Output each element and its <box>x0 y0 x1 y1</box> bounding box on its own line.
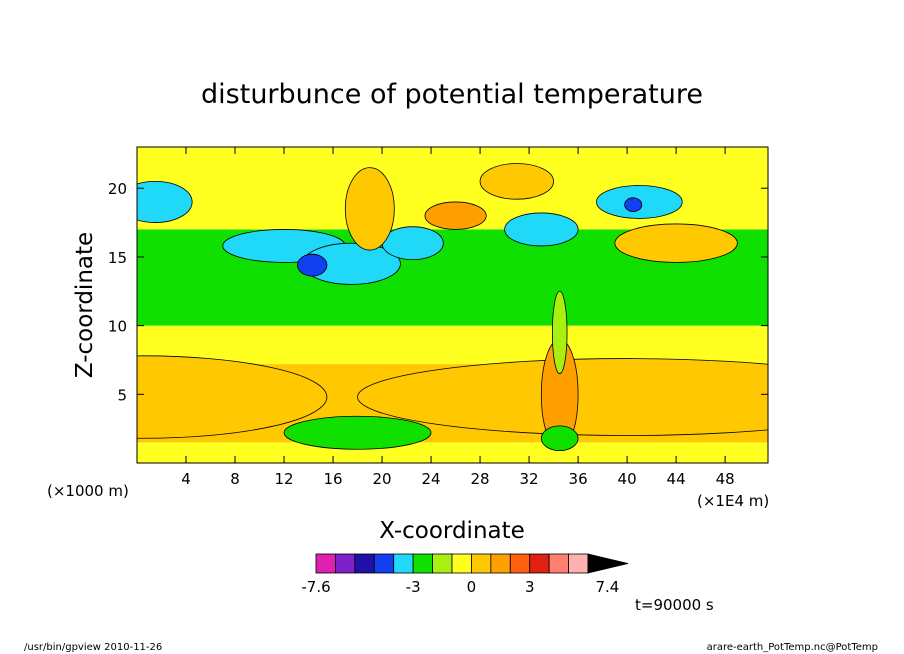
colorbar-label-3: 3 <box>525 578 535 596</box>
colorbar-segment-10 <box>509 553 531 574</box>
y-axis-label: Z-coordinate <box>72 232 98 378</box>
x-axis-label: X-coordinate <box>379 518 525 544</box>
colorbar-segment-12 <box>548 553 569 574</box>
colorbar-segment-7 <box>451 553 472 574</box>
y-tick-label-2: 15 <box>108 249 127 267</box>
colorbar-segment-1 <box>335 553 356 574</box>
colorbar-label-0: -7.6 <box>301 578 330 596</box>
colorbar-label-1: -3 <box>406 578 421 596</box>
field-feature-8 <box>424 201 487 230</box>
plot-frame <box>136 146 769 464</box>
field-feature-3 <box>283 415 432 450</box>
colorbar: -7.6 -3 0 3 7.4 <box>301 553 629 596</box>
x-tick-label-8: 36 <box>569 470 588 488</box>
y-tick-label-3: 20 <box>108 180 127 198</box>
colorbar-arrow <box>587 553 629 574</box>
field-feature-6 <box>297 253 328 277</box>
y-tick-label-1: 10 <box>108 318 127 336</box>
temperature-field <box>137 147 768 463</box>
colorbar-label-2: 0 <box>467 578 477 596</box>
field-feature-1 <box>357 358 768 436</box>
y-tick-label-0: 5 <box>117 386 127 404</box>
colorbar-segment-0 <box>315 553 336 574</box>
x-tick-label-3: 16 <box>323 470 342 488</box>
x-tick-label-5: 24 <box>422 470 441 488</box>
x-tick-label-7: 32 <box>520 470 539 488</box>
x-tick-label-1: 8 <box>230 470 240 488</box>
field-feature-13 <box>479 163 554 200</box>
x-unit-left: (×1000 m) <box>47 482 129 500</box>
field-feature-17 <box>540 425 579 452</box>
x-tick-label-6: 28 <box>471 470 490 488</box>
field-feature-12 <box>614 223 738 263</box>
x-unit-right: (×1E4 m) <box>697 492 769 510</box>
colorbar-segment-3 <box>373 553 395 574</box>
field-feature-9 <box>504 212 579 247</box>
colorbar-segment-8 <box>471 553 492 574</box>
y-axis: 5 10 15 20 <box>108 180 768 404</box>
x-axis: 4 8 12 16 20 24 28 32 36 40 44 48 <box>181 147 735 488</box>
x-tick-label-2: 12 <box>274 470 293 488</box>
x-tick-label-9: 40 <box>618 470 637 488</box>
field-feature-11 <box>624 197 643 212</box>
x-tick-label-11: 48 <box>716 470 735 488</box>
colorbar-segment-11 <box>529 553 550 574</box>
x-tick-label-10: 44 <box>667 470 686 488</box>
field-feature-16 <box>551 290 568 375</box>
colorbar-segment-13 <box>568 553 589 574</box>
x-tick-label-0: 4 <box>181 470 191 488</box>
colorbar-segment-9 <box>490 553 511 574</box>
field-band-0 <box>137 442 768 463</box>
field-feature-14 <box>137 180 193 223</box>
x-tick-label-4: 20 <box>373 470 392 488</box>
colorbar-segment-5 <box>412 553 433 574</box>
colorbar-label-4: 7.4 <box>595 578 619 596</box>
field-feature-7 <box>381 226 444 261</box>
chart-title: disturbunce of potential temperature <box>201 79 703 110</box>
time-label: t=90000 s <box>635 596 714 614</box>
colorbar-segment-6 <box>432 553 453 574</box>
field-feature-15 <box>344 167 395 251</box>
field-band-2 <box>137 325 768 365</box>
footer-left: /usr/bin/gpview 2010-11-26 <box>24 642 162 653</box>
footer-right: arare-earth_PotTemp.nc@PotTemp <box>707 642 878 653</box>
colorbar-segment-2 <box>354 553 375 574</box>
colorbar-segment-4 <box>393 553 414 574</box>
field-feature-0 <box>137 355 328 439</box>
